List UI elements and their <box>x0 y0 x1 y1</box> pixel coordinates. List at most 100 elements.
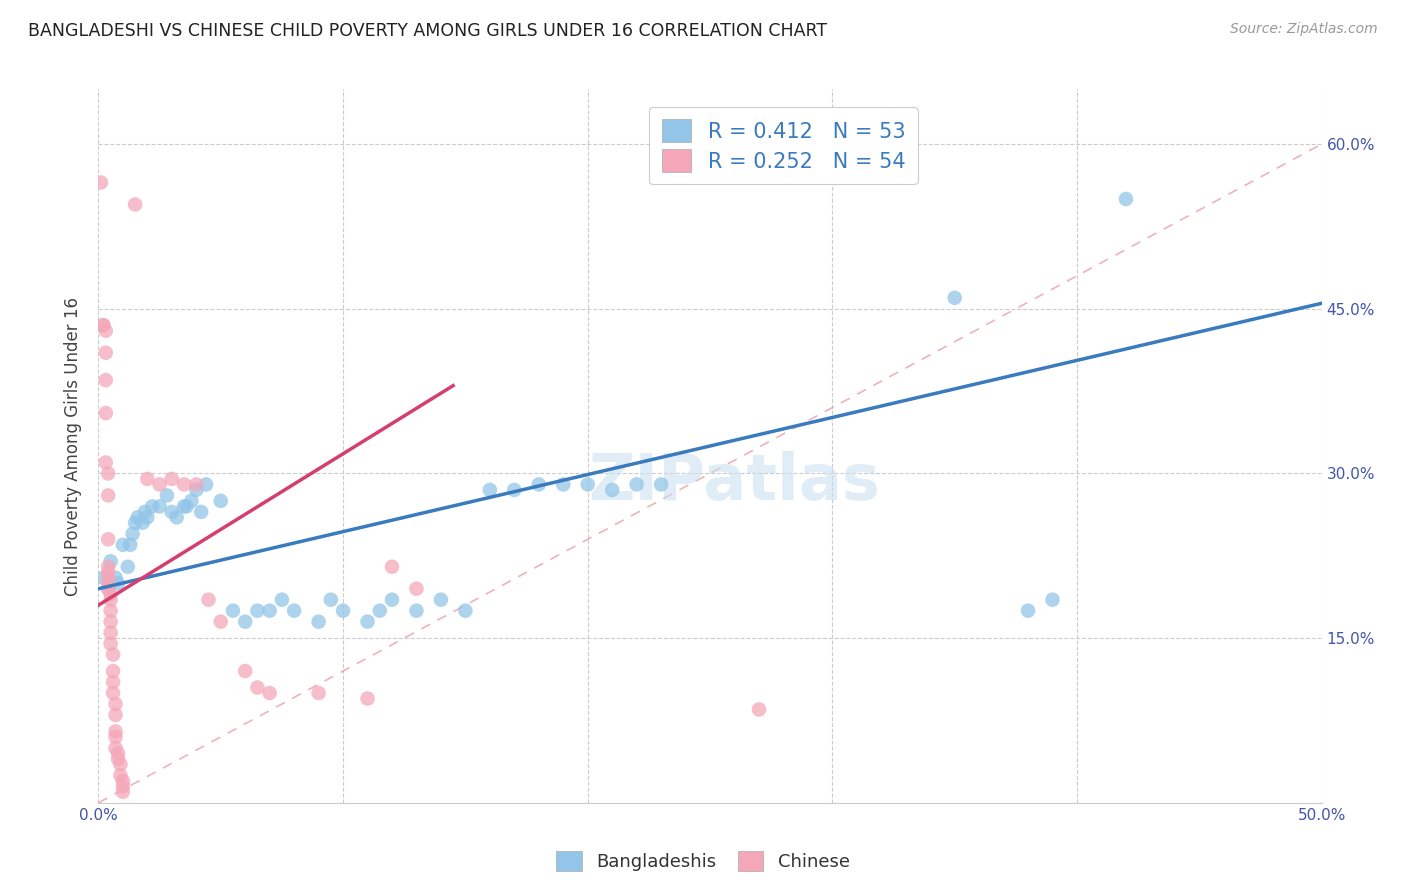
Point <box>259 686 281 700</box>
Point <box>553 477 575 491</box>
Point <box>97 559 120 574</box>
Point <box>149 477 172 491</box>
Point <box>332 604 354 618</box>
Point <box>405 604 427 618</box>
Point <box>136 510 159 524</box>
Point <box>91 318 114 333</box>
Point <box>100 637 122 651</box>
Point <box>166 510 188 524</box>
Point <box>454 604 477 618</box>
Point <box>104 730 127 744</box>
Point <box>120 538 142 552</box>
Point <box>111 773 134 788</box>
Point <box>173 477 195 491</box>
Point <box>149 500 172 514</box>
Point <box>97 488 120 502</box>
Point <box>104 740 127 755</box>
Point <box>94 406 117 420</box>
Point <box>107 747 129 761</box>
Point <box>319 592 342 607</box>
Point <box>1017 604 1039 618</box>
Point <box>111 780 134 794</box>
Point <box>131 516 153 530</box>
Point <box>1042 592 1064 607</box>
Point <box>94 373 117 387</box>
Point <box>100 592 122 607</box>
Point <box>186 477 208 491</box>
Point <box>94 455 117 469</box>
Point <box>101 686 124 700</box>
Point <box>650 477 672 491</box>
Point <box>270 592 294 607</box>
Point <box>104 571 127 585</box>
Point <box>527 477 550 491</box>
Point <box>180 494 202 508</box>
Text: Source: ZipAtlas.com: Source: ZipAtlas.com <box>1230 22 1378 37</box>
Point <box>626 477 648 491</box>
Point <box>405 582 427 596</box>
Point <box>107 752 129 766</box>
Point <box>100 615 122 629</box>
Legend: Bangladeshis, Chinese: Bangladeshis, Chinese <box>550 844 856 879</box>
Point <box>104 724 127 739</box>
Point <box>104 697 127 711</box>
Point <box>246 604 269 618</box>
Point <box>97 566 120 580</box>
Point <box>127 510 149 524</box>
Point <box>94 324 117 338</box>
Point <box>136 472 159 486</box>
Point <box>104 708 127 723</box>
Point <box>91 571 114 585</box>
Point <box>97 533 120 547</box>
Point <box>97 582 120 596</box>
Point <box>222 604 245 618</box>
Point <box>160 505 183 519</box>
Point <box>111 538 134 552</box>
Point <box>246 681 269 695</box>
Point <box>233 615 256 629</box>
Point <box>381 592 404 607</box>
Point <box>110 757 132 772</box>
Point <box>283 604 305 618</box>
Point <box>195 477 218 491</box>
Point <box>259 604 281 618</box>
Point <box>100 587 122 601</box>
Point <box>94 345 117 359</box>
Point <box>430 592 453 607</box>
Point <box>197 592 219 607</box>
Point <box>503 483 526 497</box>
Point <box>110 768 132 782</box>
Point <box>97 467 120 481</box>
Point <box>748 702 770 716</box>
Point <box>478 483 501 497</box>
Point <box>90 176 112 190</box>
Point <box>356 691 378 706</box>
Point <box>91 318 114 333</box>
Point <box>100 554 122 568</box>
Point <box>160 472 183 486</box>
Text: ZIPatlas: ZIPatlas <box>589 450 880 513</box>
Point <box>176 500 198 514</box>
Point <box>101 648 124 662</box>
Point <box>124 516 146 530</box>
Y-axis label: Child Poverty Among Girls Under 16: Child Poverty Among Girls Under 16 <box>65 296 83 596</box>
Point <box>117 559 139 574</box>
Point <box>576 477 599 491</box>
Point <box>356 615 378 629</box>
Point <box>156 488 179 502</box>
Point <box>97 582 120 596</box>
Point <box>233 664 256 678</box>
Point <box>173 500 195 514</box>
Point <box>368 604 391 618</box>
Point <box>111 785 134 799</box>
Point <box>209 615 232 629</box>
Point <box>141 500 163 514</box>
Point <box>308 615 330 629</box>
Point <box>600 483 623 497</box>
Point <box>308 686 330 700</box>
Point <box>100 604 122 618</box>
Point <box>186 483 208 497</box>
Point <box>190 505 212 519</box>
Point <box>101 675 124 690</box>
Point <box>124 197 146 211</box>
